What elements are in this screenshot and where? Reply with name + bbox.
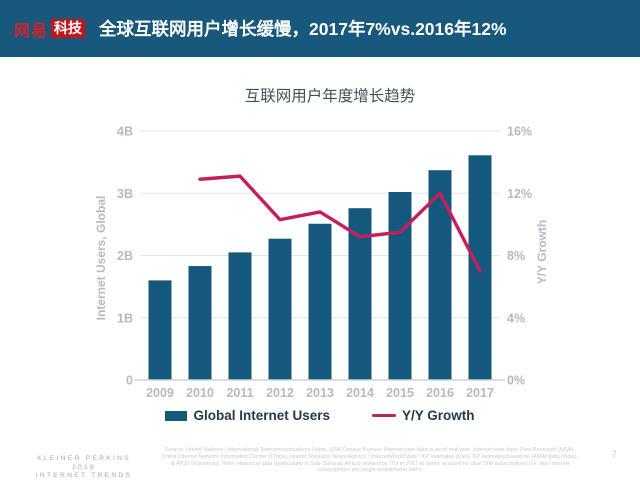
left-axis-tick: 2B bbox=[117, 249, 133, 263]
legend-item-yy-growth: Y/Y Growth bbox=[372, 408, 475, 423]
x-axis-tick-2012: 2012 bbox=[266, 386, 294, 400]
bar-2015 bbox=[388, 192, 412, 380]
right-axis-tick: 16% bbox=[507, 125, 532, 139]
right-axis-tick: 4% bbox=[507, 311, 525, 325]
x-axis-tick-2014: 2014 bbox=[346, 386, 374, 400]
bar-2010 bbox=[188, 266, 212, 380]
source-note: Source: United Nations / International T… bbox=[161, 447, 579, 474]
x-axis-tick-2010: 2010 bbox=[186, 386, 214, 400]
growth-line bbox=[198, 174, 482, 273]
chart-legend: Global Internet Users Y/Y Growth bbox=[0, 408, 640, 423]
x-axis-tick-2011: 2011 bbox=[226, 386, 253, 400]
kleiner-perkins-brand: KLEINER PERKINS 2018 INTERNET TRENDS bbox=[8, 455, 160, 480]
x-axis-tick-2009: 2009 bbox=[146, 386, 174, 400]
left-axis-tick: 3B bbox=[117, 187, 133, 201]
x-axis-tick-2017: 2017 bbox=[466, 386, 494, 400]
chart-title: 互联网用户年度增长趋势 bbox=[244, 88, 416, 105]
x-axis-tick-2015: 2015 bbox=[386, 386, 414, 400]
bar-2011 bbox=[228, 252, 252, 380]
netease-tech-logo[interactable]: 网易 科技 bbox=[14, 17, 86, 41]
internet-users-chart: 0 1B 2B 3B 4B 0% 4% 8% 12% 16% 2009 2010 2011 2012 201… bbox=[117, 125, 532, 401]
logo-keji-badge: 科技 bbox=[51, 19, 86, 38]
logo-wangyi-text: 网易 bbox=[14, 22, 49, 40]
legend-label-users: Global Internet Users bbox=[193, 408, 331, 423]
page-number: 7 bbox=[611, 449, 617, 460]
left-axis-tick: 1B bbox=[117, 311, 133, 325]
article-headline: 全球互联网用户增长缓慢，2017年7%vs.2016年12% bbox=[99, 19, 507, 39]
right-axis-tick: 12% bbox=[507, 187, 532, 201]
brand-line-3: INTERNET TRENDS bbox=[35, 472, 133, 479]
bar-2013 bbox=[308, 223, 332, 380]
bar-2012 bbox=[268, 238, 292, 380]
line-swatch-icon bbox=[372, 413, 397, 418]
header-bar: 网易 科技 全球互联网用户增长缓慢，2017年7%vs.2016年12% bbox=[0, 0, 640, 57]
legend-label-growth: Y/Y Growth bbox=[402, 408, 475, 423]
x-axis-tick-2016: 2016 bbox=[426, 386, 454, 400]
bar-2014 bbox=[348, 208, 372, 380]
left-axis-tick: 0 bbox=[126, 374, 133, 388]
left-axis-tick: 4B bbox=[117, 125, 133, 139]
bar-2016 bbox=[428, 170, 452, 380]
x-axis-tick-2013: 2013 bbox=[306, 386, 334, 400]
bar-swatch-icon bbox=[165, 410, 188, 421]
right-axis-tick: 8% bbox=[507, 249, 525, 263]
right-axis-tick: 0% bbox=[507, 374, 525, 388]
right-axis-label: Y/Y Growth bbox=[535, 219, 549, 285]
legend-item-global-internet-users: Global Internet Users bbox=[165, 408, 330, 423]
left-axis-label: Internet Users, Global bbox=[94, 195, 108, 321]
brand-line-1: KLEINER PERKINS bbox=[37, 455, 131, 462]
bar-2009 bbox=[148, 280, 172, 380]
brand-line-2: 2018 bbox=[72, 463, 96, 471]
